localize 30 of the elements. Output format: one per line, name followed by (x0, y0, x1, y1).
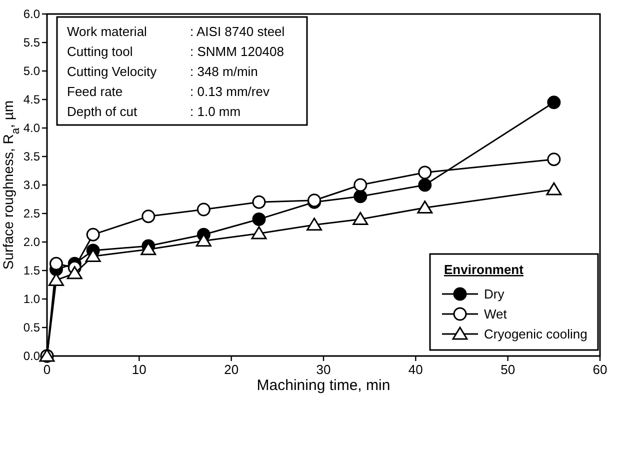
y-tick-label: 1.5 (23, 264, 40, 278)
y-tick-label: 5.0 (23, 64, 40, 78)
legend-label: Wet (484, 306, 508, 322)
legend-title: Environment (444, 262, 524, 277)
y-tick-label: 2.5 (23, 206, 40, 221)
legend-label: Cryogenic cooling (484, 326, 588, 342)
x-tick-label: 10 (132, 362, 146, 377)
x-tick-label: 20 (224, 362, 239, 377)
x-tick-label: 40 (408, 362, 423, 377)
x-tick-label: 30 (316, 362, 331, 377)
legend-label: Dry (484, 286, 505, 302)
y-tick-label: 1.0 (23, 292, 40, 306)
text: Feed rate : 0.13 mm/rev (67, 84, 270, 99)
text: Work material : AISI 8740 steel (67, 24, 285, 39)
text: Depth of cut : 1.0 mm (67, 104, 241, 119)
y-tick-label: 0.0 (23, 349, 40, 364)
y-tick-label: 4.0 (23, 121, 40, 136)
y-tick-label: 4.5 (23, 92, 40, 107)
y-tick-label: 3.5 (23, 150, 40, 164)
x-tick-label: 50 (500, 362, 516, 377)
y-tick-label: 6.0 (23, 7, 40, 22)
x-axis-title: Machining time, min (256, 377, 390, 394)
x-tick-label: 60 (592, 362, 608, 377)
y-tick-label: 5.5 (23, 36, 40, 50)
text: Cutting tool : SNMM 120408 (67, 44, 284, 59)
y-tick-label: 0.5 (23, 320, 40, 335)
y-tick-label: 3.0 (23, 178, 40, 192)
y-tick-label: 2.0 (23, 235, 40, 250)
text: Cutting Velocity : 348 m/min (67, 64, 258, 79)
x-tick-label: 0 (43, 362, 51, 377)
